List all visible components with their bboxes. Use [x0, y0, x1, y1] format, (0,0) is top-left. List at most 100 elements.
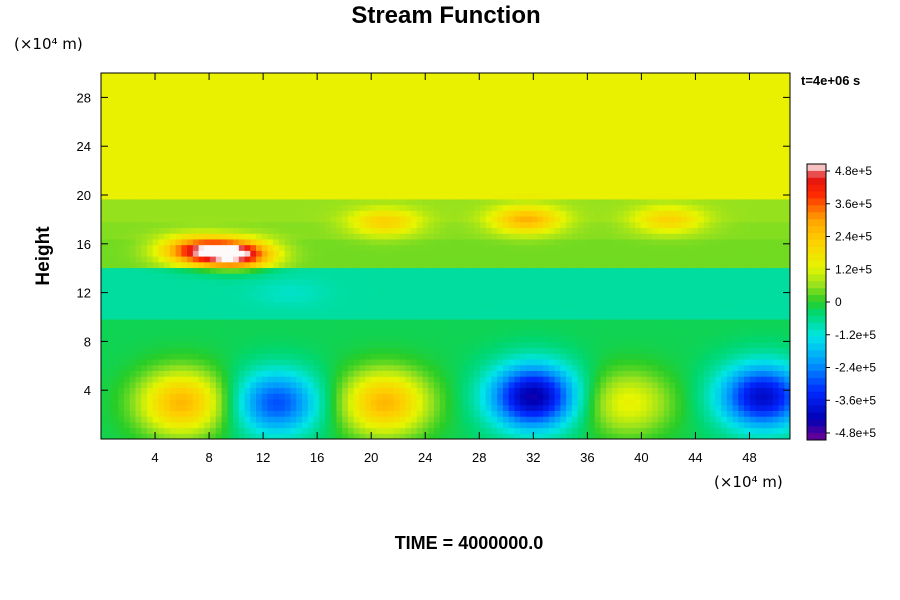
- field-cell: [135, 421, 142, 429]
- field-cell: [146, 113, 154, 120]
- field-cell: [462, 124, 470, 131]
- field-cell: [221, 336, 228, 343]
- field-cell: [192, 301, 200, 309]
- field-cell: [169, 193, 177, 200]
- field-cell: [422, 261, 429, 269]
- field-cell: [123, 90, 131, 97]
- field-cell: [330, 324, 338, 331]
- field-cell: [353, 267, 360, 274]
- field-cell: [112, 398, 119, 406]
- field-cell: [164, 336, 171, 343]
- field-cell: [123, 284, 131, 291]
- field-cell: [135, 164, 142, 171]
- field-cell: [497, 410, 504, 417]
- field-cell: [479, 118, 487, 126]
- field-cell: [382, 210, 389, 217]
- field-cell: [456, 358, 464, 366]
- field-cell: [233, 267, 240, 274]
- field-cell: [141, 307, 148, 314]
- field-cell: [187, 170, 194, 177]
- field-cell: [514, 427, 521, 434]
- field-cell: [215, 135, 223, 143]
- field-cell: [267, 416, 274, 423]
- field-cell: [313, 324, 320, 331]
- field-cell: [514, 118, 521, 126]
- field-cell: [508, 84, 515, 91]
- field-cell: [456, 301, 464, 309]
- field-cell: [324, 336, 332, 343]
- field-cell: [244, 273, 251, 280]
- field-cell: [273, 393, 280, 400]
- field-cell: [313, 78, 320, 86]
- field-cell: [278, 107, 286, 114]
- field-cell: [106, 147, 114, 154]
- field-cell: [382, 244, 389, 251]
- field-cell: [164, 313, 171, 320]
- field-cell: [324, 181, 332, 188]
- field-cell: [301, 233, 309, 240]
- field-cell: [164, 358, 171, 366]
- field-cell: [301, 336, 309, 343]
- field-cell: [324, 95, 332, 103]
- field-cell: [244, 113, 251, 120]
- field-cell: [434, 404, 441, 412]
- field-cell: [204, 433, 211, 439]
- field-cell: [353, 130, 360, 137]
- field-cell: [313, 256, 320, 263]
- field-cell: [135, 313, 142, 320]
- field-cell: [525, 364, 533, 371]
- field-cell: [428, 135, 435, 143]
- field-cell: [543, 336, 550, 343]
- field-cell: [439, 324, 447, 331]
- field-cell: [313, 307, 320, 314]
- field-cell: [135, 113, 142, 120]
- field-cell: [267, 376, 274, 383]
- field-cell: [307, 227, 315, 234]
- field-cell: [106, 381, 114, 389]
- field-cell: [181, 284, 188, 291]
- field-cell: [319, 164, 326, 171]
- field-cell: [198, 187, 205, 194]
- field-cell: [428, 221, 435, 229]
- field-cell: [491, 107, 498, 114]
- field-cell: [290, 141, 297, 148]
- field-cell: [405, 353, 412, 360]
- field-cell: [422, 187, 429, 194]
- field-cell: [101, 381, 108, 389]
- field-cell: [388, 376, 395, 383]
- field-cell: [365, 370, 372, 377]
- field-cell: [520, 210, 527, 217]
- field-cell: [537, 250, 544, 257]
- field-cell: [525, 313, 533, 320]
- field-cell: [370, 210, 378, 217]
- field-cell: [422, 135, 429, 143]
- field-cell: [342, 301, 349, 309]
- field-cell: [324, 398, 332, 406]
- field-cell: [445, 233, 452, 240]
- field-cell: [215, 421, 223, 429]
- field-cell: [422, 336, 429, 343]
- field-cell: [479, 376, 487, 383]
- field-cell: [462, 296, 470, 303]
- field-cell: [416, 427, 424, 434]
- field-cell: [531, 313, 538, 320]
- field-cell: [353, 78, 360, 86]
- field-cell: [135, 267, 142, 274]
- field-cell: [221, 215, 228, 223]
- field-cell: [164, 227, 171, 234]
- field-cell: [267, 296, 274, 303]
- field-cell: [456, 78, 464, 86]
- field-cell: [175, 330, 182, 337]
- field-cell: [278, 261, 286, 269]
- field-cell: [491, 318, 498, 326]
- field-cell: [319, 244, 326, 251]
- field-cell: [210, 330, 217, 337]
- field-cell: [118, 330, 125, 337]
- field-cell: [106, 313, 114, 320]
- field-cell: [146, 90, 154, 97]
- field-cell: [227, 164, 234, 171]
- field-cell: [411, 198, 418, 206]
- field-cell: [158, 256, 165, 263]
- field-cell: [336, 404, 343, 412]
